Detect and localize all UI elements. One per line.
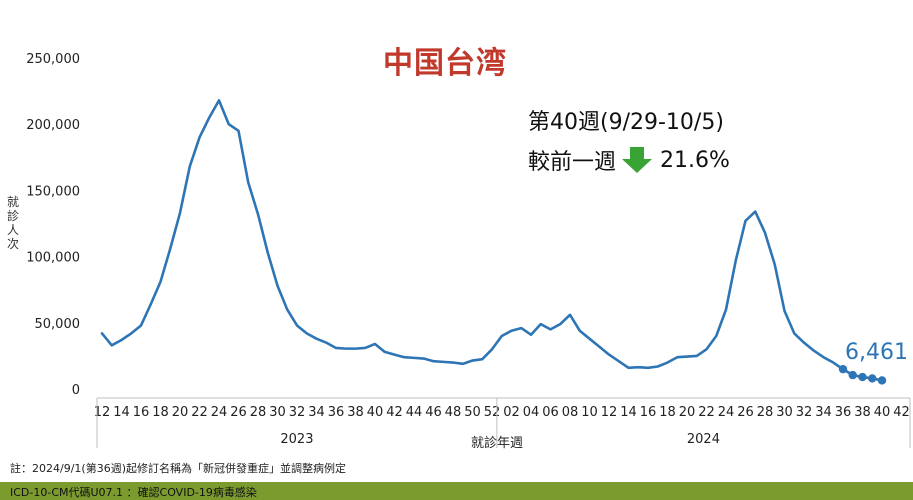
x-tick-label: 02 [503,405,520,420]
x-tick-label: 38 [854,405,871,420]
x-tick-label: 42 [386,405,403,420]
year-label: 2023 [280,432,313,447]
series-layer [100,99,887,385]
x-tick-label: 30 [269,405,286,420]
x-tick-label: 32 [796,405,813,420]
x-tick-label: 36 [835,405,852,420]
y-tick-label: 0 [72,383,80,398]
x-tick-label: 12 [94,405,111,420]
x-tick-label: 24 [718,405,735,420]
x-tick-label: 32 [289,405,306,420]
compare-label: 較前一週 [528,150,617,175]
x-tick-label: 16 [133,405,150,420]
x-axis: 12 14 16 18 20 22 24 26 28 30 32 34 36 38 40 42 44 46 48 50… [94,397,911,451]
x-tick-label: 08 [562,405,579,420]
x-tick-label: 26 [230,405,247,420]
x-tick-label: 34 [308,405,325,420]
x-tick-label: 12 [601,405,618,420]
week-compare: 較前一週 21.6% [528,144,730,176]
x-tick-label: 18 [152,405,169,420]
x-tick-label: 20 [172,405,189,420]
x-axis-label: 就診年週 [471,435,523,451]
x-tick-label: 06 [542,405,559,420]
year-label: 2024 [687,432,720,447]
last-value-label: 6,461 [845,340,908,365]
x-tick-label: 18 [659,405,676,420]
y-axis: 0 50,000 100,000 150,000 200,000 250,000 [26,52,80,398]
data-point [868,374,877,383]
y-tick-label: 50,000 [35,317,81,332]
x-tick-label: 52 [484,405,501,420]
y-tick-label: 200,000 [26,118,80,133]
x-tick-label: 20 [679,405,696,420]
x-tick-label: 26 [737,405,754,420]
x-tick-label: 30 [776,405,793,420]
series-line [100,99,884,382]
data-point [877,376,887,385]
x-tick-label: 10 [581,405,598,420]
y-tick-label: 150,000 [26,184,80,199]
x-tick-label: 16 [640,405,657,420]
x-tick-label: 28 [250,405,267,420]
chart-title: 中国台湾 [383,46,507,81]
data-point [858,372,867,382]
footnote: 註：2024/9/1(第36週)起修訂名稱為「新冠併發重症」並調整病例定 [10,462,346,475]
x-tick-label: 48 [445,405,462,420]
compare-value: 21.6% [660,147,730,173]
x-tick-label: 40 [367,405,384,420]
x-tick-label: 22 [698,405,715,420]
x-tick-label: 04 [523,405,540,420]
x-tick-label: 38 [347,405,364,420]
x-tick-label: 28 [757,405,774,420]
x-tick-label: 24 [211,405,228,420]
x-tick-label: 36 [328,405,345,420]
y-axis-label: 就診人次 [6,195,19,251]
footer-bar [0,482,913,500]
data-point [838,364,848,374]
y-tick-label: 100,000 [26,251,80,266]
x-tick-label: 34 [815,405,832,420]
week-info: 第40週(9/29-10/5) [528,110,724,135]
footer-note: ICD-10-CM代碼U07.1 ：確認COVID-19病毒感染 [10,486,257,499]
x-tick-label: 22 [191,405,208,420]
y-tick-label: 250,000 [26,52,80,67]
x-tick-label: 42 [893,405,910,420]
x-tick-label: 14 [113,405,130,420]
x-tick-label: 40 [874,405,891,420]
x-tick-label: 50 [464,405,481,420]
x-tick-label: 46 [425,405,442,420]
x-tick-label: 44 [406,405,423,420]
x-tick-label: 14 [620,405,637,420]
down-arrow-icon [622,147,653,173]
data-point [848,370,857,380]
